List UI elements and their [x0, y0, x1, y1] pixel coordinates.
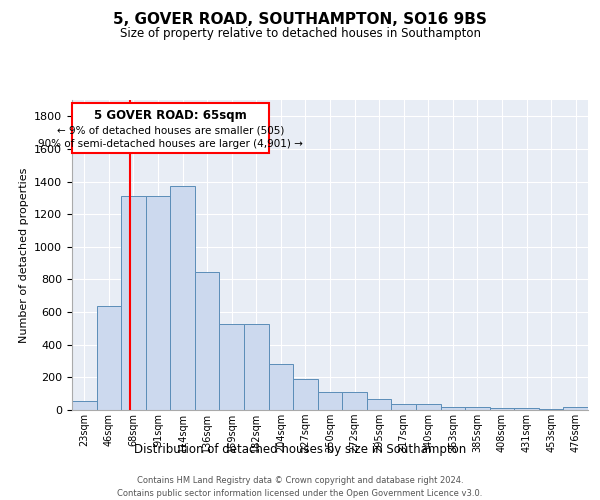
- Bar: [170, 186, 195, 410]
- Bar: [72, 401, 97, 410]
- FancyBboxPatch shape: [73, 104, 269, 153]
- Bar: [269, 364, 293, 410]
- Bar: [490, 408, 514, 410]
- Bar: [318, 392, 342, 410]
- Bar: [293, 379, 318, 410]
- Bar: [514, 408, 539, 410]
- Text: 5 GOVER ROAD: 65sqm: 5 GOVER ROAD: 65sqm: [94, 109, 247, 122]
- Bar: [391, 404, 416, 410]
- Bar: [244, 324, 269, 410]
- Text: 90% of semi-detached houses are larger (4,901) →: 90% of semi-detached houses are larger (…: [38, 139, 303, 149]
- Text: Size of property relative to detached houses in Southampton: Size of property relative to detached ho…: [119, 28, 481, 40]
- Bar: [465, 406, 490, 410]
- Bar: [146, 196, 170, 410]
- Bar: [121, 196, 146, 410]
- Bar: [416, 404, 440, 410]
- Text: Contains public sector information licensed under the Open Government Licence v3: Contains public sector information licen…: [118, 489, 482, 498]
- Bar: [539, 409, 563, 410]
- Text: Distribution of detached houses by size in Southampton: Distribution of detached houses by size …: [134, 442, 466, 456]
- Y-axis label: Number of detached properties: Number of detached properties: [19, 168, 29, 342]
- Bar: [195, 272, 220, 410]
- Text: Contains HM Land Registry data © Crown copyright and database right 2024.: Contains HM Land Registry data © Crown c…: [137, 476, 463, 485]
- Bar: [440, 406, 465, 410]
- Bar: [342, 392, 367, 410]
- Bar: [97, 306, 121, 410]
- Bar: [563, 406, 588, 410]
- Text: ← 9% of detached houses are smaller (505): ← 9% of detached houses are smaller (505…: [57, 126, 284, 136]
- Text: 5, GOVER ROAD, SOUTHAMPTON, SO16 9BS: 5, GOVER ROAD, SOUTHAMPTON, SO16 9BS: [113, 12, 487, 28]
- Bar: [220, 324, 244, 410]
- Bar: [367, 400, 391, 410]
